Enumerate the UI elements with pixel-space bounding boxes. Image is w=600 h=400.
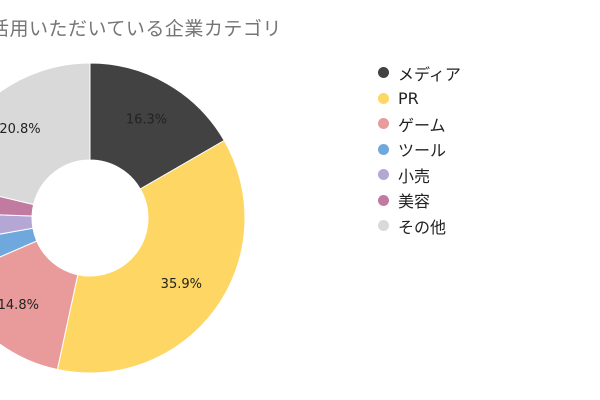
legend-label: ツール [398,141,447,161]
slice-2 [0,240,79,371]
legend-swatch [378,194,389,206]
slice-label-6: 20.8% [0,122,41,137]
legend-label: PR [398,88,419,108]
legend-swatch [378,143,389,155]
slice-label-0: 16.3% [126,113,167,128]
legend-swatch [378,67,389,79]
legend-item-tool: ツール [378,137,461,163]
legend-label: 小売 [398,166,431,186]
chart-legend: メディア PR ゲーム ツール 小売 美容 その他 [378,60,461,239]
legend-item-other: その他 [378,213,461,239]
legend-label: その他 [398,217,447,237]
legend-item-beauty: 美容 [378,188,461,214]
slice-0 [89,62,225,190]
slice-1 [56,139,246,374]
legend-item-retail: 小売 [378,162,461,188]
slice-label-2: 14.8% [0,298,39,313]
legend-item-pr: PR [378,86,461,112]
chart-title: 活用いただいている企業カテゴリ [0,18,282,40]
legend-label: 美容 [398,192,431,212]
legend-swatch [378,220,389,232]
legend-item-game: ゲーム [378,111,461,137]
legend-label: ゲーム [398,115,446,135]
legend-label: メディア [398,64,461,84]
legend-item-media: メディア [378,60,461,86]
legend-swatch [378,118,389,130]
slice-label-1: 35.9% [161,277,202,292]
legend-swatch [378,92,389,104]
legend-swatch [378,169,389,181]
slice-6 [0,62,91,206]
